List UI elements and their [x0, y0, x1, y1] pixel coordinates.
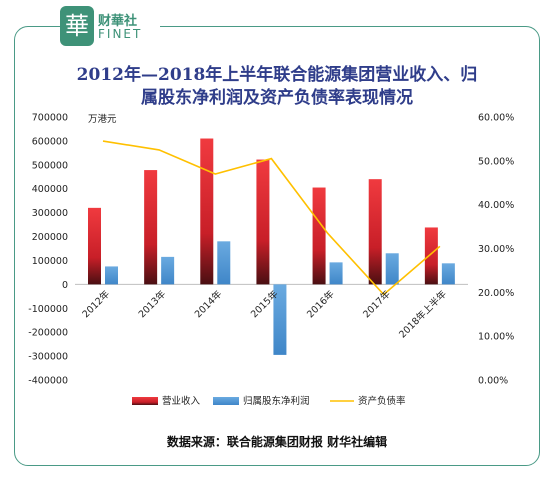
legend-swatch-revenue [132, 397, 158, 405]
category-label: 2012年 [80, 288, 113, 321]
left-axis-tick-label: -200000 [28, 328, 68, 339]
brand-name-en: FINET [98, 27, 143, 41]
brand-logo: 華 财華社 FINET [60, 6, 160, 48]
net-profit-bar [273, 284, 287, 355]
category-label: 2014年 [192, 288, 225, 321]
legend-label-debt-ratio: 资产负债率 [358, 395, 406, 407]
net-profit-bar [385, 253, 399, 285]
chart-title-line1: 2012年—2018年上半年联合能源集团营业收入、归 [76, 65, 478, 85]
right-axis-tick-label: 60.00% [478, 113, 514, 124]
debt-ratio-line [102, 140, 441, 296]
revenue-bar [368, 179, 382, 285]
left-axis-tick-label: 700000 [32, 113, 68, 124]
left-axis-tick-label: 600000 [32, 136, 68, 147]
net-profit-bar [217, 241, 231, 285]
left-axis-tick-label: 500000 [32, 160, 68, 171]
legend-label-revenue: 营业收入 [162, 395, 201, 407]
legend-swatch-net-profit [213, 397, 239, 405]
category-label: 2017年 [361, 288, 394, 321]
revenue-bar [256, 159, 270, 285]
right-axis-tick-label: 50.00% [478, 156, 514, 167]
y-axis-unit-label: 万港元 [88, 113, 117, 125]
category-label: 2018年上半年 [397, 288, 450, 341]
revenue-bar [144, 170, 158, 285]
net-profit-bar [441, 263, 455, 285]
left-axis-tick-label: 400000 [32, 184, 68, 195]
left-axis-tick-label: -400000 [28, 376, 68, 387]
left-axis-tick-label: -100000 [28, 304, 68, 315]
left-axis-tick-label: 100000 [32, 256, 68, 267]
right-axis-tick-label: 20.00% [478, 288, 514, 299]
logo-mark: 華 [60, 6, 94, 46]
chart-frame [14, 26, 540, 466]
category-label: 2016年 [304, 288, 337, 321]
category-label: 2013年 [136, 288, 169, 321]
net-profit-bar [105, 266, 118, 285]
right-axis-tick-label: 0.00% [478, 376, 508, 387]
revenue-bar [424, 227, 438, 285]
net-profit-bar [329, 262, 343, 285]
left-axis-tick-label: -300000 [28, 352, 68, 363]
left-axis-tick-label: 200000 [32, 232, 68, 243]
data-source-note: 数据来源：联合能源集团财报 财华社编辑 [166, 435, 388, 449]
revenue-bar [200, 138, 214, 285]
right-axis-tick-label: 40.00% [478, 200, 514, 211]
right-axis-tick-label: 10.00% [478, 332, 514, 343]
revenue-bar [312, 187, 326, 285]
right-axis-tick-label: 30.00% [478, 244, 514, 255]
left-axis-tick-label: 300000 [32, 208, 68, 219]
left-axis-tick-label: 0 [62, 280, 68, 291]
chart-title-line2: 属股东净利润及资产负债率表现情况 [141, 88, 413, 108]
net-profit-bar [161, 256, 175, 285]
revenue-bar [88, 207, 101, 285]
legend-label-net-profit: 归属股东净利润 [243, 395, 310, 407]
brand-name-cn: 财華社 [98, 14, 138, 29]
